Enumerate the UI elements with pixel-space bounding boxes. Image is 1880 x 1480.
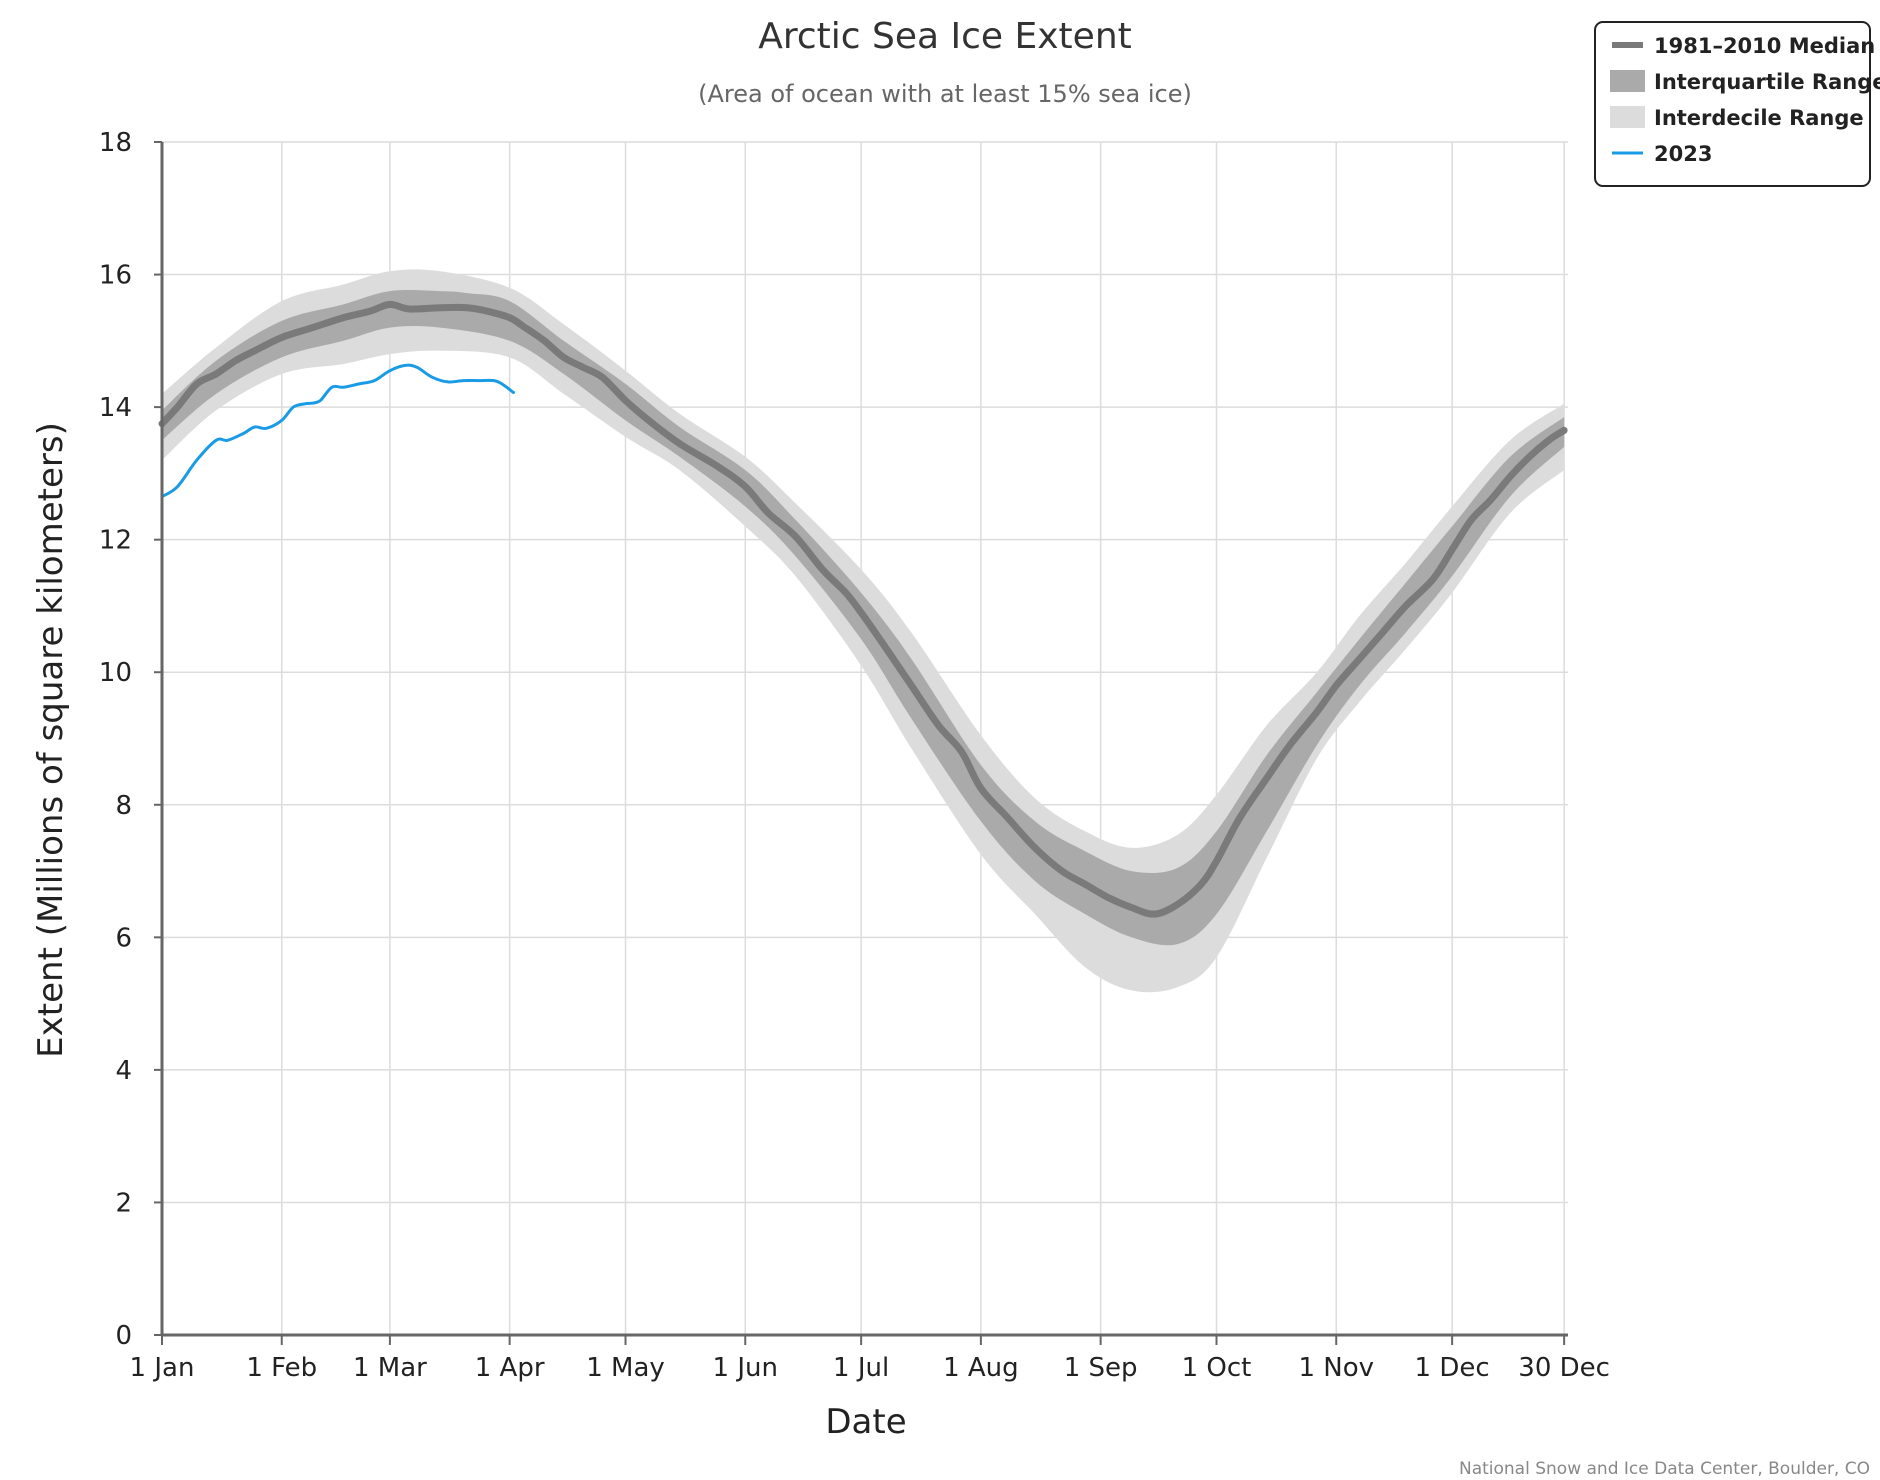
x-tick-label: 1 Apr <box>475 1353 545 1383</box>
x-tick-label: 1 Oct <box>1182 1353 1252 1383</box>
legend-label-interquartile-range: Interquartile Range <box>1654 70 1880 94</box>
legend-label-interdecile-range: Interdecile Range <box>1654 106 1864 130</box>
y-tick-label: 10 <box>99 658 132 688</box>
chart-title: Arctic Sea Ice Extent <box>758 16 1132 57</box>
legend-swatch-interquartile-range <box>1610 70 1645 92</box>
x-tick-label: 1 Nov <box>1298 1353 1374 1383</box>
legend-swatch-interdecile-range <box>1610 106 1645 128</box>
chart-subtitle: (Area of ocean with at least 15% sea ice… <box>698 80 1192 108</box>
y-axis-title: Extent (Millions of square kilometers) <box>31 422 71 1058</box>
x-tick-label: 1 Aug <box>943 1353 1019 1383</box>
series-lines <box>158 300 1568 918</box>
y-tick-label: 8 <box>115 791 132 821</box>
y-tick-label: 2 <box>115 1188 132 1218</box>
y-tick-label: 6 <box>115 923 132 953</box>
y-tick-label: 18 <box>99 128 132 158</box>
y-tick-label: 4 <box>115 1056 132 1086</box>
axes <box>154 141 1568 1345</box>
legend: 1981–2010 Median Interquartile Range Inter… <box>1594 21 1880 187</box>
x-tick-label: 1 Sep <box>1064 1353 1138 1383</box>
x-tick-label: 1 Jun <box>713 1353 778 1383</box>
x-tick-labels: 1 Jan 1 Feb 1 Mar 1 Apr 1 May 1 Jun 1 Jul 1 Aug… <box>130 1353 1610 1383</box>
y-tick-label: 14 <box>99 393 132 423</box>
median-line <box>158 300 1568 918</box>
x-tick-label: 1 Feb <box>246 1353 317 1383</box>
legend-box <box>1594 21 1871 187</box>
legend-label-1981-2010-median: 1981–2010 Median <box>1654 34 1875 58</box>
y-tick-label: 16 <box>99 261 132 291</box>
series-2023-line <box>160 363 515 499</box>
x-tick-label: 1 May <box>586 1353 665 1383</box>
x-axis-title: Date <box>825 1402 906 1442</box>
y-tick-label: 12 <box>99 526 132 556</box>
range-bands <box>162 269 1565 993</box>
x-tick-label: 30 Dec <box>1518 1353 1610 1383</box>
x-tick-label: 1 Jul <box>833 1353 889 1383</box>
x-tick-label: 1 Mar <box>353 1353 427 1383</box>
y-tick-label: 0 <box>115 1321 132 1351</box>
x-tick-label: 1 Dec <box>1415 1353 1490 1383</box>
x-tick-label: 1 Jan <box>130 1353 195 1383</box>
y-tick-labels: 0 2 4 6 8 10 12 14 16 18 <box>99 128 132 1351</box>
credit-text: National Snow and Ice Data Center, Bould… <box>1459 1459 1870 1479</box>
legend-label-2023: 2023 <box>1654 142 1712 166</box>
